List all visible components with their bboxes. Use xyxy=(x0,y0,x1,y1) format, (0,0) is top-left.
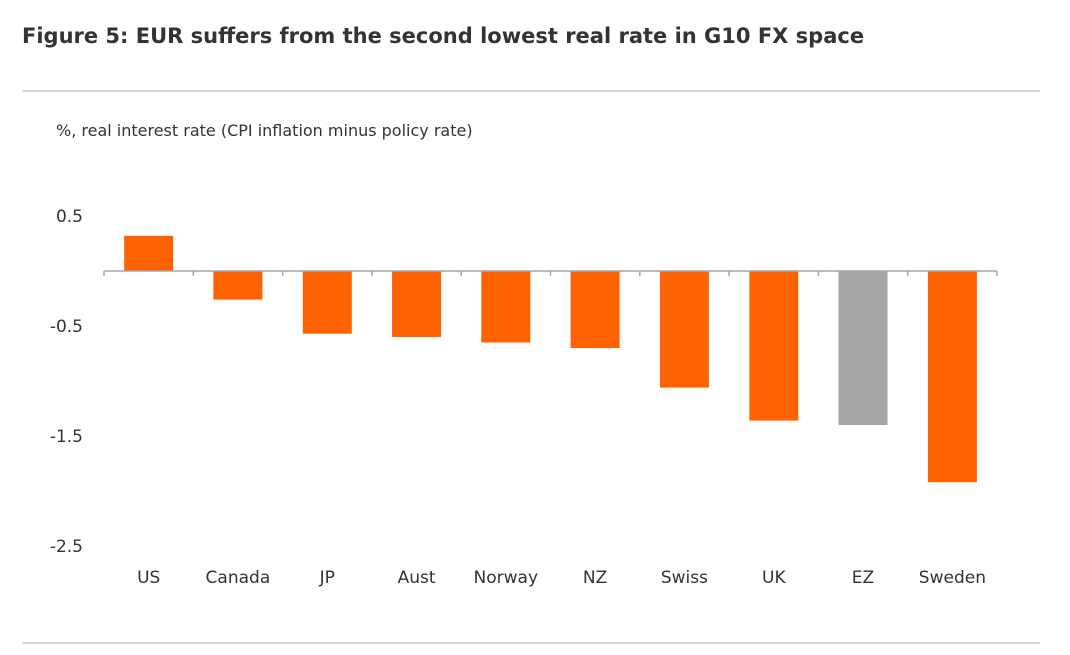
x-tick-labels: US Canada JP Aust Norway NZ Swiss UK EZ Sweden xyxy=(137,568,986,588)
bar-canada xyxy=(213,271,263,300)
x-tick-label: NZ xyxy=(583,568,607,588)
x-tick-label: Canada xyxy=(206,568,271,588)
x-tick-label: Norway xyxy=(474,568,539,588)
x-tick-label: Aust xyxy=(398,568,436,588)
y-tick-label: -1.5 xyxy=(50,427,83,447)
y-axis-label: %, real interest rate (CPI inflation min… xyxy=(56,121,473,140)
bar-us xyxy=(124,235,174,271)
bar-nz xyxy=(570,271,620,348)
bar-swiss xyxy=(659,271,709,388)
bottom-divider xyxy=(22,642,1040,644)
bar-ez xyxy=(838,271,888,425)
x-tick-label: Sweden xyxy=(919,568,986,588)
x-axis xyxy=(103,270,998,276)
x-tick-label: EZ xyxy=(852,568,874,588)
y-tick-labels: 0.5 -0.5 -1.5 -2.5 xyxy=(50,207,83,557)
bar-sweden xyxy=(927,271,977,483)
y-tick-label: 0.5 xyxy=(56,207,83,227)
y-tick-label: -2.5 xyxy=(50,537,83,557)
bar-aust xyxy=(392,271,442,337)
y-tick-label: -0.5 xyxy=(50,317,83,337)
bar-jp xyxy=(302,271,352,334)
figure-title: Figure 5: EUR suffers from the second lo… xyxy=(22,24,865,48)
x-tick-label: US xyxy=(137,568,160,588)
bars xyxy=(124,235,977,483)
x-tick-label: Swiss xyxy=(661,568,708,588)
x-tick-label: UK xyxy=(762,568,786,588)
x-tick-label: JP xyxy=(319,568,335,588)
top-divider xyxy=(22,90,1040,92)
bar-uk xyxy=(749,271,799,421)
bar-norway xyxy=(481,271,531,343)
